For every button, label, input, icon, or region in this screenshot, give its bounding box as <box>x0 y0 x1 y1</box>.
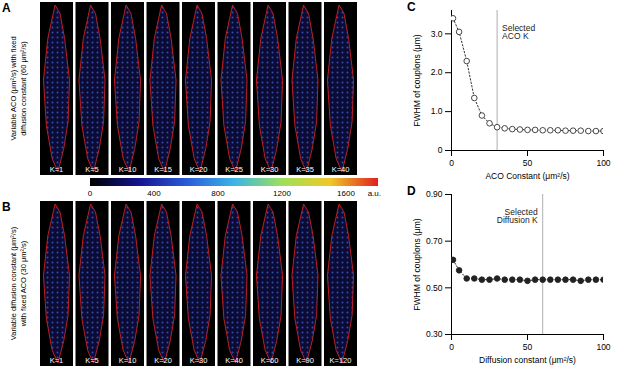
svg-text:K=15: K=15 <box>154 165 172 174</box>
svg-text:0.30: 0.30 <box>426 329 443 339</box>
svg-text:with fixed ACO (30 μm²/s): with fixed ACO (30 μm²/s) <box>19 240 28 327</box>
svg-text:K=40: K=40 <box>332 165 350 174</box>
html-text:D: D <box>407 184 416 198</box>
svg-text:K=90: K=90 <box>296 356 314 365</box>
svg-text:K=120: K=120 <box>330 356 352 365</box>
svg-text:a.u.: a.u. <box>368 189 381 198</box>
svg-text:K=20: K=20 <box>154 356 172 365</box>
svg-text:K=30: K=30 <box>190 356 208 365</box>
svg-text:FWHM of couplons (μm): FWHM of couplons (μm) <box>412 218 422 310</box>
svg-text:K=1: K=1 <box>50 356 64 365</box>
svg-text:400: 400 <box>147 189 161 198</box>
svg-text:K=1: K=1 <box>50 165 64 174</box>
svg-text:A: A <box>2 1 11 15</box>
svg-text:100: 100 <box>596 342 610 352</box>
svg-text:FWHM of couplons (μm): FWHM of couplons (μm) <box>412 34 422 126</box>
svg-text:1.0: 1.0 <box>431 106 443 116</box>
svg-text:K=10: K=10 <box>119 165 137 174</box>
svg-text:Diffusion constant (μm²/s): Diffusion constant (μm²/s) <box>479 355 576 365</box>
svg-text:3.0: 3.0 <box>431 29 443 39</box>
svg-text:2.0: 2.0 <box>431 67 443 77</box>
svg-text:0.50: 0.50 <box>426 283 443 293</box>
svg-text:K=5: K=5 <box>85 165 99 174</box>
svg-text:0: 0 <box>438 145 443 155</box>
svg-text:1200: 1200 <box>273 189 291 198</box>
svg-text:SelectedDiffusion K: SelectedDiffusion K <box>497 207 538 226</box>
svg-text:Variable diffusion constant (μ: Variable diffusion constant (μm²/s) <box>9 226 18 340</box>
svg-text:0.90: 0.90 <box>426 189 443 199</box>
svg-text:800: 800 <box>211 189 225 198</box>
svg-text:0.70: 0.70 <box>426 236 443 246</box>
svg-text:K=35: K=35 <box>296 165 314 174</box>
svg-text:K=20: K=20 <box>190 165 208 174</box>
svg-text:B: B <box>2 200 11 214</box>
svg-text:100: 100 <box>596 158 610 168</box>
html-text:C: C <box>407 0 416 14</box>
svg-text:K=25: K=25 <box>225 165 243 174</box>
svg-text:50: 50 <box>523 342 533 352</box>
svg-text:ACO Constant (μm²/s): ACO Constant (μm²/s) <box>485 171 569 181</box>
svg-text:1600: 1600 <box>337 189 355 198</box>
svg-text:Variable ACO (μm²/s) with fixe: Variable ACO (μm²/s) with fixed <box>9 36 18 140</box>
svg-text:K=10: K=10 <box>119 356 137 365</box>
svg-text:0: 0 <box>449 158 454 168</box>
svg-text:K=40: K=40 <box>225 356 243 365</box>
svg-text:SelectedACO K: SelectedACO K <box>502 23 535 42</box>
svg-text:0: 0 <box>88 189 93 198</box>
svg-text:K=5: K=5 <box>85 356 99 365</box>
svg-text:diffusion constant (60 μm²/s): diffusion constant (60 μm²/s) <box>19 41 28 136</box>
svg-text:K=60: K=60 <box>261 356 279 365</box>
svg-text:50: 50 <box>523 158 533 168</box>
svg-text:0: 0 <box>449 342 454 352</box>
svg-text:K=30: K=30 <box>261 165 279 174</box>
